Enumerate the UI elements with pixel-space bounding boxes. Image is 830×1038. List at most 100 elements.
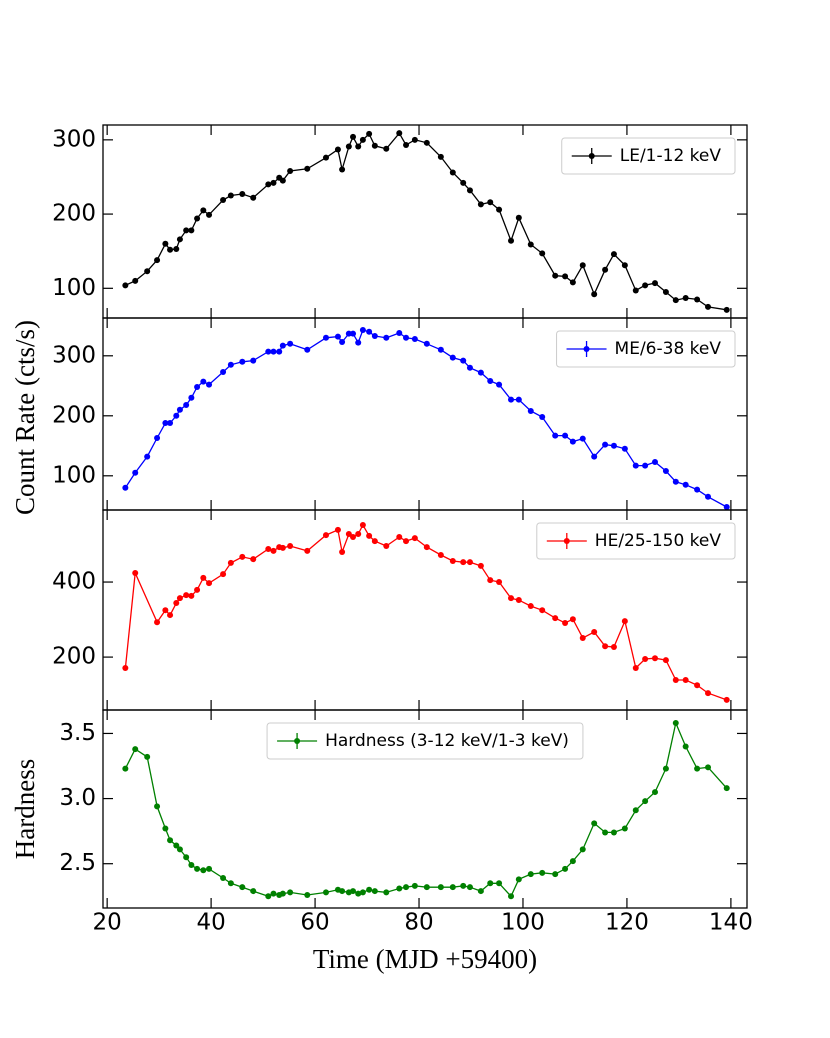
data-point: [411, 136, 418, 143]
data-point: [662, 765, 669, 772]
data-point: [723, 696, 730, 703]
data-point: [487, 577, 494, 584]
data-point: [423, 340, 430, 347]
data-point: [220, 196, 227, 203]
data-point: [682, 743, 689, 750]
data-point: [162, 825, 169, 832]
data-point: [270, 547, 277, 554]
data-point: [122, 765, 129, 772]
data-point: [154, 435, 161, 441]
data-point: [322, 334, 329, 341]
data-point: [487, 880, 494, 887]
data-point: [579, 634, 586, 641]
data-point: [366, 130, 373, 137]
data-point: [396, 885, 403, 892]
plot-frame: [102, 709, 748, 909]
data-point: [227, 361, 234, 368]
data-point: [579, 435, 586, 442]
data-point: [220, 875, 227, 882]
data-point: [304, 547, 311, 554]
data-point: [437, 552, 444, 559]
data-point: [355, 890, 362, 897]
data-point: [250, 888, 257, 895]
data-point: [477, 369, 484, 376]
legend: ME/6-38 keV: [556, 330, 736, 368]
data-point: [396, 330, 403, 336]
data-point: [188, 227, 195, 234]
data-point: [188, 592, 195, 599]
legend-label: Hardness (3-12 keV/1-3 keV): [325, 731, 569, 751]
legend-box: [536, 522, 736, 560]
data-point: [423, 544, 430, 551]
data-point: [194, 586, 201, 593]
data-point: [270, 348, 277, 355]
data-point: [723, 306, 730, 313]
data-point: [345, 531, 352, 538]
data-point: [460, 179, 467, 186]
data-point: [132, 570, 139, 577]
legend-label: ME/6-38 keV: [615, 339, 722, 359]
data-point: [672, 297, 679, 304]
y-tick-label: 3.5: [59, 720, 96, 746]
data-point: [350, 330, 357, 337]
data-point: [496, 206, 503, 213]
data-point: [610, 643, 617, 650]
y-tick-label: 200: [52, 644, 96, 670]
data-point: [602, 441, 609, 448]
data-point: [694, 765, 701, 772]
data-point: [265, 546, 272, 553]
data-point: [508, 396, 515, 403]
data-point: [527, 871, 534, 878]
data-point: [621, 262, 628, 269]
data-point: [723, 785, 730, 792]
data-point: [562, 619, 569, 626]
y-tick-label: 400: [52, 569, 96, 595]
x-tick-label: 60: [300, 910, 329, 936]
data-point: [527, 241, 534, 248]
data-point: [183, 592, 190, 599]
data-point: [621, 445, 628, 452]
data-point: [539, 414, 546, 420]
data-point: [122, 664, 129, 671]
data-point: [466, 364, 473, 371]
data-point: [350, 133, 357, 140]
data-point: [705, 764, 712, 771]
data-point: [652, 789, 658, 796]
data-point: [355, 143, 362, 150]
data-point: [250, 556, 257, 563]
data-point: [602, 829, 609, 836]
data-point: [515, 876, 522, 883]
data-point: [183, 854, 190, 861]
data-point: [194, 865, 201, 872]
data-point: [508, 595, 515, 602]
data-point: [449, 884, 456, 891]
data-point: [359, 327, 366, 333]
data-point: [552, 615, 559, 622]
data-point: [383, 543, 390, 550]
data-point: [642, 655, 649, 662]
data-point: [602, 266, 609, 273]
data-point: [206, 580, 213, 587]
legend-label: LE/1-12 keV: [620, 146, 722, 166]
data-point: [200, 207, 207, 214]
data-point: [250, 194, 257, 201]
legend: Hardness (3-12 keV/1-3 keV): [266, 722, 584, 760]
data-point: [350, 534, 357, 541]
data-point: [239, 191, 246, 198]
data-point: [132, 746, 139, 753]
data-point: [371, 142, 378, 149]
legend-marker: [563, 538, 570, 544]
data-point: [188, 862, 195, 869]
data-point: [355, 531, 362, 538]
data-point: [227, 192, 234, 199]
data-point: [132, 277, 139, 284]
data-point: [662, 468, 669, 474]
data-point: [403, 538, 410, 545]
data-point: [694, 296, 701, 303]
data-point: [539, 607, 546, 614]
legend-marker: [583, 346, 590, 352]
data-point: [642, 798, 649, 805]
data-point: [287, 543, 294, 550]
data-point: [339, 339, 346, 345]
data-point: [449, 558, 456, 565]
